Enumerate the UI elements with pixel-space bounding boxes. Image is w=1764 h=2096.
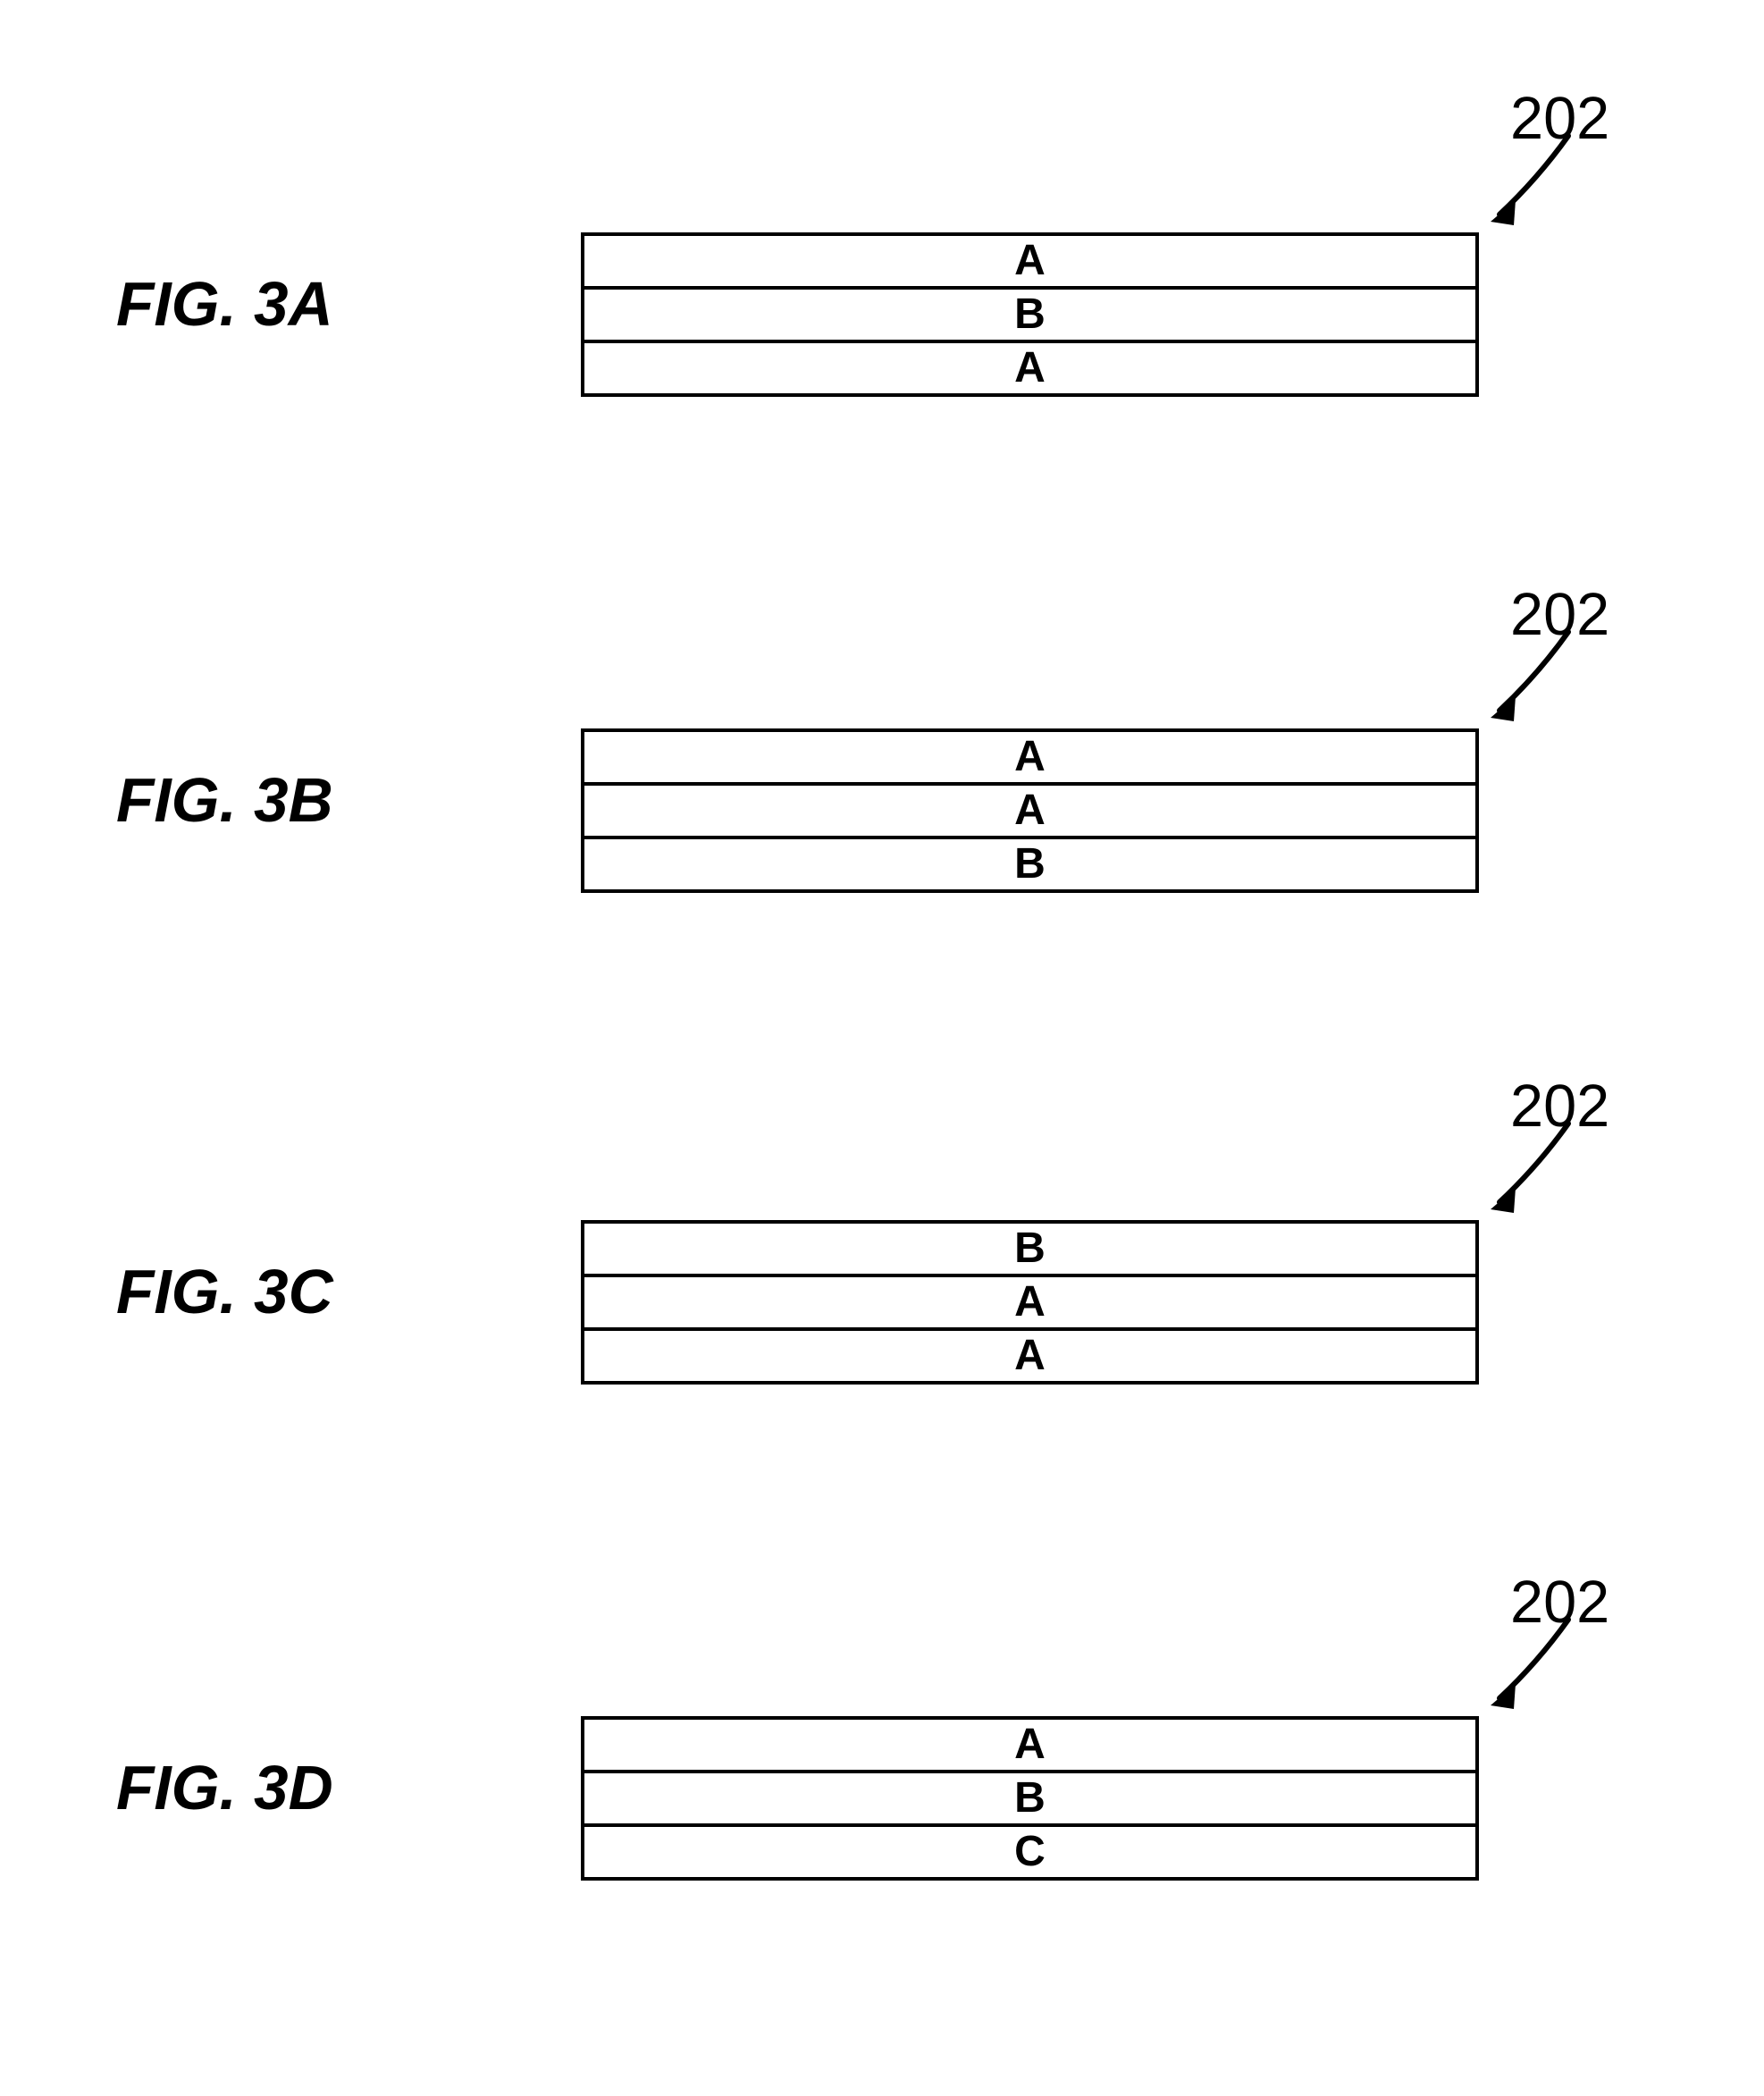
figure-label-3c: FIG. 3C [116,1256,333,1327]
layer-3a-2: A [584,343,1475,397]
layer-3c-1: A [584,1277,1475,1331]
layer-3d-2: C [584,1827,1475,1881]
leader-arrow-3a [1483,125,1591,237]
layer-3a-0: A [584,236,1475,290]
layer-3d-0: A [584,1720,1475,1773]
figure-label-3a: FIG. 3A [116,268,333,340]
layer-3b-0: A [584,732,1475,786]
layer-stack-3b: AAB [581,728,1479,893]
layer-stack-3c: BAA [581,1220,1479,1385]
layer-stack-3d: ABC [581,1716,1479,1881]
layer-3b-1: A [584,786,1475,839]
layer-3b-2: B [584,839,1475,893]
layer-stack-3a: ABA [581,232,1479,397]
layer-3a-1: B [584,290,1475,343]
leader-arrow-3b [1483,621,1591,733]
leader-arrow-3d [1483,1609,1591,1721]
layer-3c-0: B [584,1224,1475,1277]
figure-label-3d: FIG. 3D [116,1752,333,1823]
leader-arrow-3c [1483,1113,1591,1225]
layer-3c-2: A [584,1331,1475,1385]
page-canvas: FIG. 3AABA202FIG. 3BAAB202FIG. 3CBAA202F… [0,0,1764,2096]
figure-label-3b: FIG. 3B [116,764,333,836]
layer-3d-1: B [584,1773,1475,1827]
